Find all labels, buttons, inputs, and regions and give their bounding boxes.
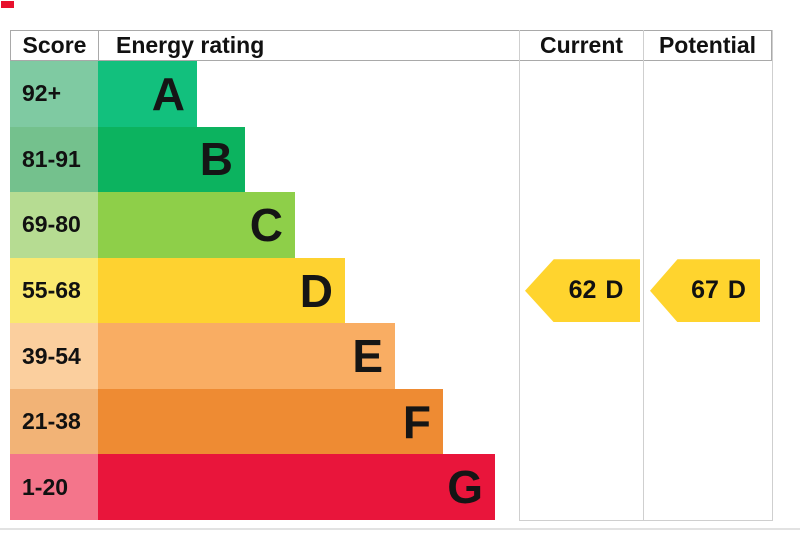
epc-band-row: 21-38 F [10,388,495,455]
score-range-cell: 39-54 [10,323,98,389]
epc-band-row: 69-80 C [10,192,495,258]
epc-band-row: 92+ A [10,61,495,127]
potential-rating-letter: D [727,276,746,305]
rating-letter: D [299,264,333,317]
epc-band-row: 55-68 D [10,257,495,324]
rating-letter: A [151,67,185,120]
rating-letter: G [447,461,483,514]
epc-band-row: 39-54 E [10,323,495,389]
rating-bar: A [98,61,197,127]
score-column-header: Score [10,31,98,60]
rating-bar: F [98,388,443,455]
energy-rating-column-header: Energy rating [98,31,519,60]
red-corner-mark [1,1,14,8]
page-divider [0,528,800,530]
current-potential-divider [643,30,644,520]
current-column-header: Current [519,31,643,60]
rating-bar: G [98,454,495,521]
rating-bar: B [98,126,245,193]
epc-band-row: 81-91 B [10,126,495,193]
score-range-cell: 1-20 [10,454,98,521]
epc-rows: 92+ A 81-91 B 69-80 C 55-68 D 39-54 E 21-38 F 1-20 G [10,61,495,521]
rating-bar: D [98,257,345,324]
potential-rating-arrow: 67 D [650,259,760,323]
rating-letter: E [352,330,383,383]
rating-letter: B [199,133,233,186]
columns-bottom-border [519,520,773,521]
epc-band-row: 1-20 G [10,454,495,521]
score-range-cell: 21-38 [10,388,98,455]
potential-column-right-border [772,30,773,520]
score-range-cell: 69-80 [10,192,98,258]
rating-bar: E [98,323,395,389]
chart-header-row: Score Energy rating Current Potential [10,30,772,61]
current-score-value: 62 [568,276,597,305]
rating-letter: F [402,395,431,448]
potential-column-header: Potential [643,31,772,60]
rating-letter: C [249,198,283,251]
potential-score-value: 67 [691,276,719,305]
score-range-cell: 55-68 [10,257,98,324]
current-column-left-border [519,30,520,520]
rating-bar: C [98,192,295,258]
score-range-cell: 92+ [10,61,98,127]
current-rating-letter: D [605,276,624,305]
current-rating-arrow: 62 D [525,259,640,323]
score-range-cell: 81-91 [10,126,98,193]
